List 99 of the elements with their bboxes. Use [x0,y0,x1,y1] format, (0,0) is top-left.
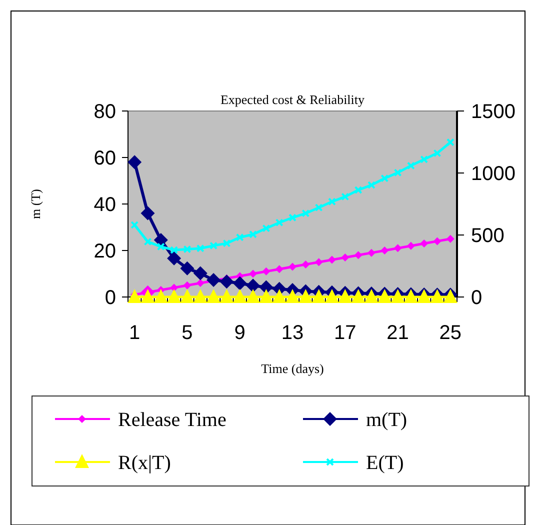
point [249,230,258,238]
point [183,281,192,290]
point [154,289,168,303]
point [259,289,274,303]
x-axis-title: Time (days) [261,361,324,376]
x-tick-label: 17 [334,322,356,344]
point [394,168,402,177]
point [272,289,286,303]
point [206,273,221,288]
point [246,289,260,303]
point [420,240,428,248]
y2-tick-label: 0 [471,287,482,309]
y2-tick-label: 1000 [471,163,516,185]
y-tick-label: 80 [94,101,116,123]
x-tick-label: 1 [129,322,140,344]
point [380,246,389,254]
point [154,233,168,248]
x-tick-label: 5 [182,322,193,344]
point [367,248,376,257]
point [196,244,204,252]
point [128,289,142,303]
x-tick-label: 13 [281,322,304,344]
point [446,138,454,146]
point [232,289,247,303]
point [433,149,442,158]
point [167,289,182,303]
point [249,270,258,278]
point [406,162,415,170]
point [236,233,244,242]
point [275,218,284,227]
point [351,289,366,303]
point [328,198,336,206]
point [275,265,284,274]
point [259,280,274,294]
point [144,238,152,246]
x-tick-label: 9 [234,322,246,344]
point [328,256,336,264]
point [302,260,310,268]
point [338,289,352,303]
point [193,266,208,280]
point [446,234,454,243]
point [298,289,313,303]
point [378,289,392,303]
point [314,258,323,266]
point [354,186,362,194]
point [380,174,389,182]
point [170,284,178,292]
point [180,289,194,303]
point [262,224,270,232]
point [183,245,192,254]
point [130,220,139,229]
point [196,279,204,288]
point [286,289,300,303]
point [180,261,194,276]
point [433,237,442,246]
point [314,204,323,212]
y-tick-label: 20 [94,240,116,262]
y-tick-label: 0 [104,287,116,309]
point [140,289,155,303]
point [364,289,378,303]
point [341,253,350,262]
point [128,155,142,170]
chart-title: Expected cost & Reliability [220,92,366,107]
point [156,242,165,251]
point [302,209,310,218]
point [288,214,296,222]
legend-label: E(T) [366,452,404,474]
point [312,289,326,303]
point [170,246,178,254]
point [341,192,350,201]
legend-label: R(x|T) [118,452,171,474]
x-tick-label: 25 [439,322,462,344]
point [324,289,339,303]
point [140,206,155,220]
legend-label: Release Time [118,409,226,431]
legend-label: m(T) [366,409,408,431]
point [288,262,296,271]
point [394,244,402,252]
point [206,289,221,303]
point [262,267,270,276]
y2-tick-label: 1500 [471,101,516,123]
y-tick-label: 40 [94,194,116,216]
point [222,239,231,248]
point [390,289,405,303]
point [210,242,218,250]
y2-tick-label: 500 [471,225,504,247]
point [167,251,182,266]
point [406,242,415,250]
point [420,155,428,164]
y-axis-title: m (T) [28,189,43,219]
point [220,274,234,289]
y-tick-label: 60 [94,148,116,170]
x-tick-label: 21 [386,322,409,344]
point [246,278,260,293]
point [220,289,234,303]
point [354,251,362,260]
point [193,289,208,303]
point [367,181,376,190]
point [232,276,247,290]
